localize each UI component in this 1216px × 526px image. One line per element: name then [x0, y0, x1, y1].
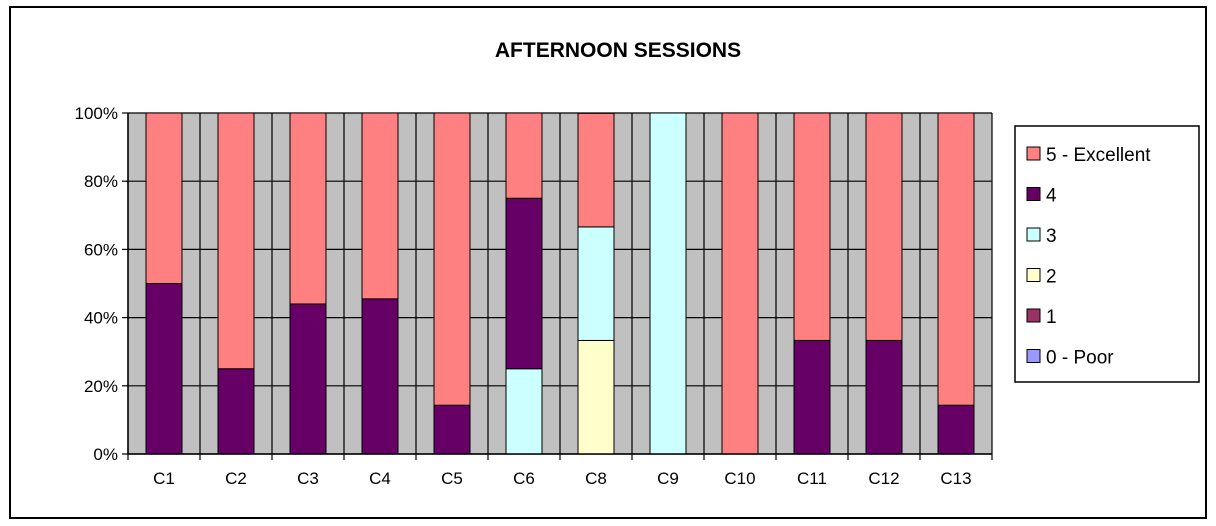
x-tick-label: C3 [297, 469, 319, 488]
bar-c8-5-excellent [577, 112, 615, 228]
chart-svg: AFTERNOON SESSIONS 0% 20% 40% 60% 80% 100% C1 C… [75, 39, 1200, 488]
bar-c6-5-excellent [505, 112, 543, 199]
bar-c8-3 [577, 226, 615, 341]
bar-c13-5-excellent [937, 112, 975, 406]
bar-c13-4 [937, 404, 975, 455]
bar-c1-5-excellent [145, 112, 183, 284]
y-tick-label: 20% [84, 377, 118, 396]
plot-area: 0% 20% 40% 60% 80% 100% C1 C2 C3 C4 C5 C6 C8 C9 C10 C11… [75, 104, 993, 488]
chart-frame: AFTERNOON SESSIONS 0% 20% 40% 60% 80% 100% C1 C… [9, 6, 1207, 519]
legend-label: 2 [1046, 267, 1057, 288]
legend-swatch [1026, 349, 1041, 363]
bar-c2-4 [217, 368, 255, 455]
legend-swatch [1026, 268, 1041, 282]
bar-c11-4 [793, 339, 831, 455]
x-tick-label: C8 [585, 469, 607, 488]
chart-title: AFTERNOON SESSIONS [495, 39, 741, 62]
x-tick-label: C5 [441, 469, 463, 488]
bar-c3-4 [289, 303, 327, 455]
bar-c8-2 [577, 339, 615, 455]
bar-c6-3 [505, 368, 543, 455]
bar-c5-4 [433, 404, 471, 455]
legend-swatch [1026, 227, 1041, 242]
x-tick-label: C2 [225, 469, 247, 488]
bar-c2-5-excellent [217, 112, 255, 370]
legend-swatch [1026, 146, 1041, 161]
legend-label: 3 [1046, 226, 1057, 247]
legend-label: 1 [1046, 307, 1057, 328]
x-tick-label: C6 [513, 469, 535, 488]
x-tick-label: C11 [797, 469, 827, 488]
x-tick-label: C12 [868, 469, 899, 488]
bar-c9-3 [649, 112, 687, 455]
y-tick-label: 0% [93, 445, 118, 464]
bar-c5-5-excellent [433, 112, 471, 406]
legend-label: 4 [1046, 186, 1057, 207]
x-tick-label: C10 [724, 469, 755, 488]
bar-c12-5-excellent [865, 112, 903, 341]
legend-label: 5 - Excellent [1046, 145, 1151, 166]
x-tick-label: C13 [940, 469, 971, 488]
y-tick-label: 40% [84, 309, 118, 328]
legend-label: 0 - Poor [1046, 348, 1114, 369]
x-tick-label: C4 [369, 469, 391, 488]
legend-swatch [1026, 187, 1041, 201]
legend-box [1014, 125, 1200, 383]
x-tick-label: C1 [153, 469, 175, 488]
bar-c4-4 [361, 298, 399, 455]
legend-swatch [1026, 308, 1041, 323]
y-tick-label: 60% [84, 240, 118, 259]
bar-c12-4 [865, 339, 903, 455]
legend: 5 - Excellent 4 3 2 1 0 - Poor [1014, 125, 1200, 383]
x-tick-label: C9 [657, 469, 679, 488]
bar-c3-5-excellent [289, 112, 327, 305]
bar-c1-4 [145, 283, 183, 455]
bar-c11-5-excellent [793, 112, 831, 341]
bar-c6-4 [505, 197, 543, 370]
y-tick-label: 80% [84, 172, 118, 191]
bar-c10-5-excellent [721, 112, 759, 455]
y-tick-label: 100% [75, 104, 118, 123]
bar-c4-5-excellent [361, 112, 399, 300]
